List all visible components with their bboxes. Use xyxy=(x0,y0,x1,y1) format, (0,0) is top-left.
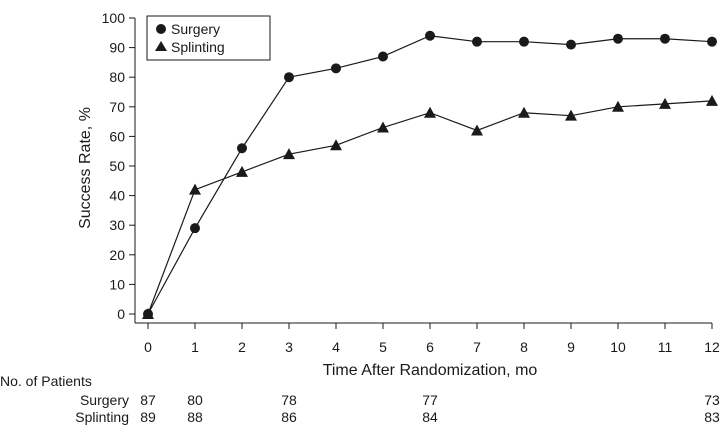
patients-count-splinting: 89 xyxy=(140,409,156,425)
data-point-splinting xyxy=(471,124,483,136)
y-tick-label: 20 xyxy=(109,247,125,263)
patients-count-splinting: 83 xyxy=(704,409,720,425)
x-tick-label: 8 xyxy=(520,339,528,355)
patients-row-label-surgery: Surgery xyxy=(80,392,129,408)
data-point-splinting xyxy=(518,106,530,118)
patients-count-splinting: 84 xyxy=(422,409,438,425)
x-tick-label: 2 xyxy=(238,339,246,355)
y-tick-label: 0 xyxy=(117,306,125,322)
y-tick-label: 40 xyxy=(109,188,125,204)
x-tick-label: 10 xyxy=(610,339,626,355)
patients-row-label-splinting: Splinting xyxy=(75,409,129,425)
axes xyxy=(134,18,712,324)
patients-count-surgery: 77 xyxy=(422,392,438,408)
data-point-splinting xyxy=(189,183,201,195)
data-point-splinting xyxy=(283,148,295,160)
patients-count-surgery: 80 xyxy=(187,392,203,408)
patients-count-splinting: 88 xyxy=(187,409,203,425)
x-tick-label: 5 xyxy=(379,339,387,355)
data-point-splinting xyxy=(142,308,154,319)
data-point-surgery xyxy=(237,143,247,154)
patients-table-title: No. of Patients xyxy=(0,373,92,389)
x-tick-label: 4 xyxy=(332,339,340,355)
data-point-surgery xyxy=(707,36,717,47)
x-tick-label: 7 xyxy=(473,339,481,355)
patients-count-surgery: 87 xyxy=(140,392,156,408)
legend-splinting-marker xyxy=(155,41,167,51)
patients-count-surgery: 73 xyxy=(704,392,720,408)
data-point-surgery xyxy=(378,51,388,62)
y-ticks: 0 10 20 30 40 50 60 70 80 90 100 xyxy=(102,10,135,322)
data-point-surgery xyxy=(331,63,341,74)
data-point-surgery xyxy=(472,36,482,47)
patients-counts: 87 80 78 77 73 89 88 86 84 83 xyxy=(140,392,720,425)
patients-count-splinting: 86 xyxy=(281,409,297,425)
data-point-splinting xyxy=(659,97,671,109)
y-tick-label: 80 xyxy=(109,69,125,85)
x-axis-title: Time After Randomization, mo xyxy=(323,362,538,379)
legend-splinting-label: Splinting xyxy=(171,39,225,55)
x-tick-label: 0 xyxy=(144,339,152,355)
y-tick-label: 30 xyxy=(109,217,125,233)
data-point-splinting xyxy=(377,121,389,133)
data-point-surgery xyxy=(519,36,529,47)
patients-table: No. of Patients Surgery Splinting 87 80 78… xyxy=(0,373,720,425)
x-ticks: 0 1 2 3 4 5 6 7 8 9 10 11 12 xyxy=(144,323,720,355)
legend: Surgery Splinting xyxy=(146,15,271,61)
y-tick-label: 50 xyxy=(109,158,125,174)
data-point-surgery xyxy=(566,39,576,50)
y-tick-label: 100 xyxy=(102,10,126,26)
y-tick-label: 10 xyxy=(109,276,125,292)
x-tick-label: 9 xyxy=(567,339,575,355)
data-point-surgery xyxy=(613,33,623,44)
data-point-surgery xyxy=(660,33,670,44)
data-point-splinting xyxy=(706,94,718,106)
legend-box xyxy=(146,15,271,61)
data-point-splinting xyxy=(236,165,248,177)
y-tick-label: 70 xyxy=(109,99,125,115)
data-point-splinting xyxy=(330,139,342,151)
data-point-surgery xyxy=(284,72,294,83)
x-tick-label: 3 xyxy=(285,339,293,355)
data-point-splinting xyxy=(565,109,577,121)
x-tick-label: 6 xyxy=(426,339,434,355)
data-point-surgery xyxy=(190,223,200,234)
y-tick-label: 60 xyxy=(109,128,125,144)
y-axis-title: Success Rate, % xyxy=(77,107,94,229)
data-point-surgery xyxy=(425,30,435,41)
x-tick-label: 12 xyxy=(704,339,720,355)
legend-surgery-label: Surgery xyxy=(171,21,220,37)
data-point-splinting xyxy=(612,100,624,112)
series-layer xyxy=(142,30,718,319)
series-line-splinting xyxy=(147,100,713,315)
data-point-splinting xyxy=(424,106,436,118)
x-tick-label: 1 xyxy=(191,339,199,355)
y-tick-label: 90 xyxy=(109,40,125,56)
legend-surgery-marker xyxy=(156,24,166,34)
x-tick-label: 11 xyxy=(658,339,673,355)
patients-count-surgery: 78 xyxy=(281,392,297,408)
